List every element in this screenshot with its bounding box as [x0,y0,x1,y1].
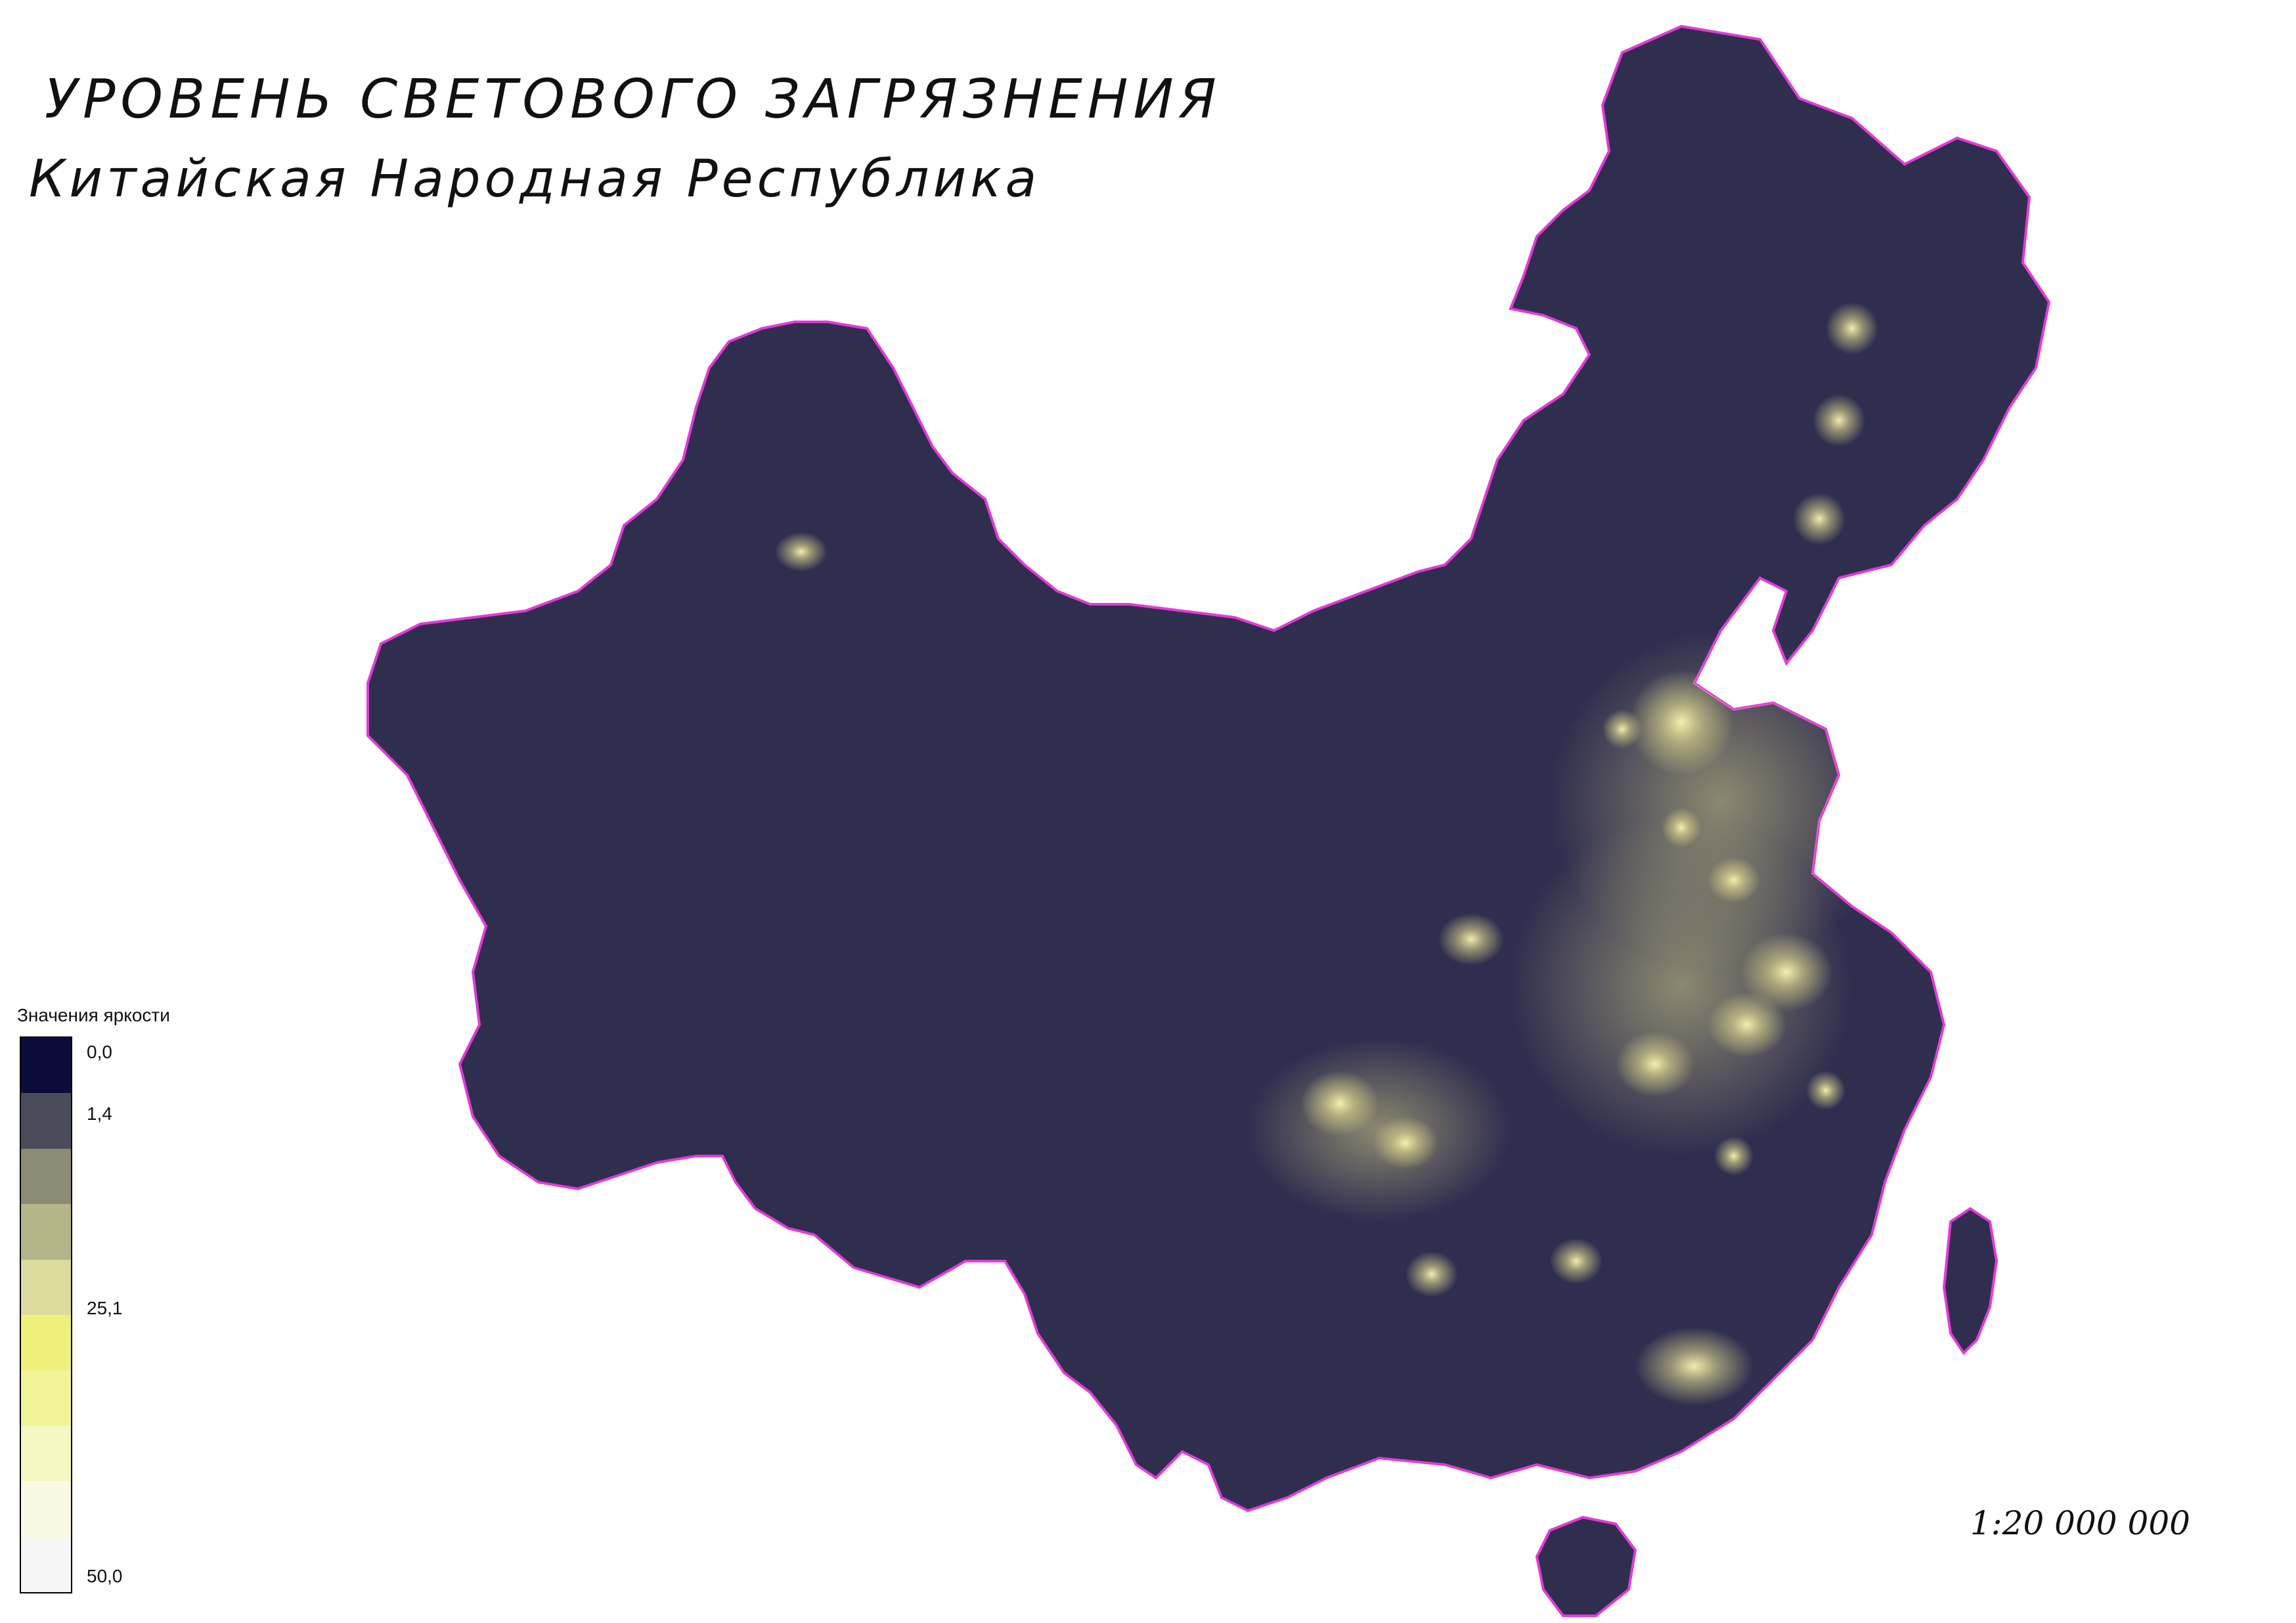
legend-band-9 [21,1536,71,1592]
night-lights [775,302,1964,1406]
legend-band-5 [21,1315,71,1371]
legend-label-min: 0,0 [87,1042,112,1062]
legend-band-7 [21,1425,71,1482]
legend-band-8 [21,1481,71,1537]
legend-band-1 [21,1093,71,1149]
legend-band-4 [21,1259,71,1316]
legend-band-0 [21,1038,71,1094]
taiwan-island [1942,1207,1998,1356]
legend-label-max: 50,0 [87,1566,123,1586]
legend-title: Значения яркости [17,1005,170,1025]
legend: Значения яркости 0,0 1,4 25,1 50,0 [17,1005,214,1616]
legend-label-low: 1,4 [87,1103,112,1124]
legend-band-6 [21,1370,71,1426]
legend-color-ramp [20,1036,72,1593]
legend-label-mid: 25,1 [87,1298,123,1318]
map-subtitle: Китайская Народная Республика [29,150,1041,209]
map-title: УРОВЕНЬ СВЕТОВОГО ЗАГРЯЗНЕНИЯ [45,68,1222,131]
hainan-island [1535,1515,1637,1617]
legend-band-3 [21,1204,71,1260]
scale-label: 1:20 000 000 [1970,1504,2190,1542]
legend-band-2 [21,1148,71,1205]
